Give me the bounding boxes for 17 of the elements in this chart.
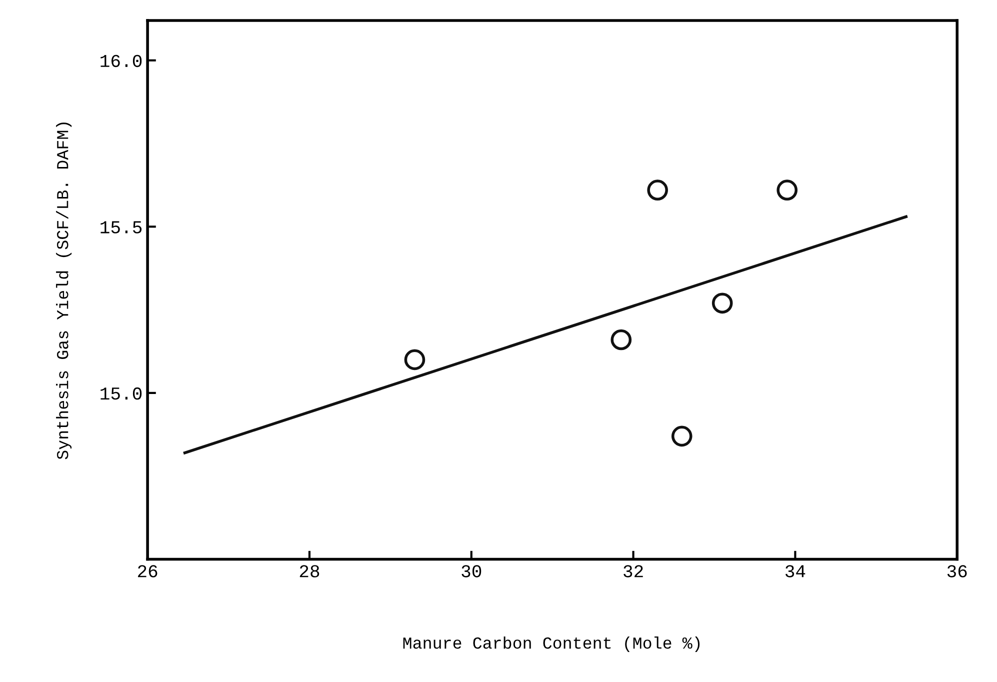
- x-tick-label: 30: [462, 565, 482, 578]
- y-tick-label: 16.0: [100, 54, 142, 68]
- point: [647, 180, 668, 200]
- point: [712, 292, 733, 314]
- y-tick-label: 15.5: [100, 221, 142, 234]
- x-tick-label: 28: [300, 565, 320, 578]
- x-tick-label: 26: [138, 565, 158, 578]
- point: [404, 349, 426, 370]
- x-tick-label: 32: [624, 565, 643, 578]
- y-tick-label: 15.0: [100, 387, 142, 400]
- x-tick-label: 34: [786, 565, 806, 578]
- point: [776, 180, 798, 200]
- x-axis-title: Manure Carbon Content (Mole %): [403, 636, 700, 652]
- y-axis-title: Synthesis Gas Yield (SCF/LB. DAFM): [56, 122, 72, 460]
- point: [610, 329, 632, 350]
- point: [671, 426, 692, 447]
- x-tick-label: 36: [947, 565, 967, 578]
